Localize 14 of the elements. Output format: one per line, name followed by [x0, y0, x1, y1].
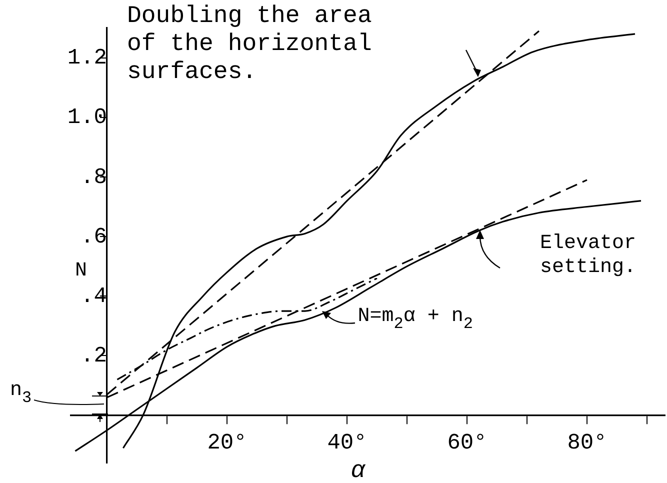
annotation: Elevator setting.	[540, 232, 636, 279]
annotation: Doubling the area of the horizontal surfaces.	[127, 3, 372, 86]
y-axis-title: N	[74, 259, 88, 282]
x-axis-title: α	[350, 458, 366, 483]
y-tick-label: .8	[80, 164, 107, 190]
y-tick-label: .2	[80, 344, 107, 369]
y-tick-label: 1.0	[67, 105, 107, 130]
y-tick-label: .4	[80, 284, 107, 309]
y-tick-label: .6	[80, 224, 107, 250]
x-tick-label: 40°	[327, 430, 367, 456]
x-tick-label: 20°	[207, 430, 247, 456]
x-tick-label: 80°	[567, 430, 607, 456]
x-tick-label: 60°	[447, 430, 487, 456]
y-tick-label: 1.2	[67, 46, 107, 71]
